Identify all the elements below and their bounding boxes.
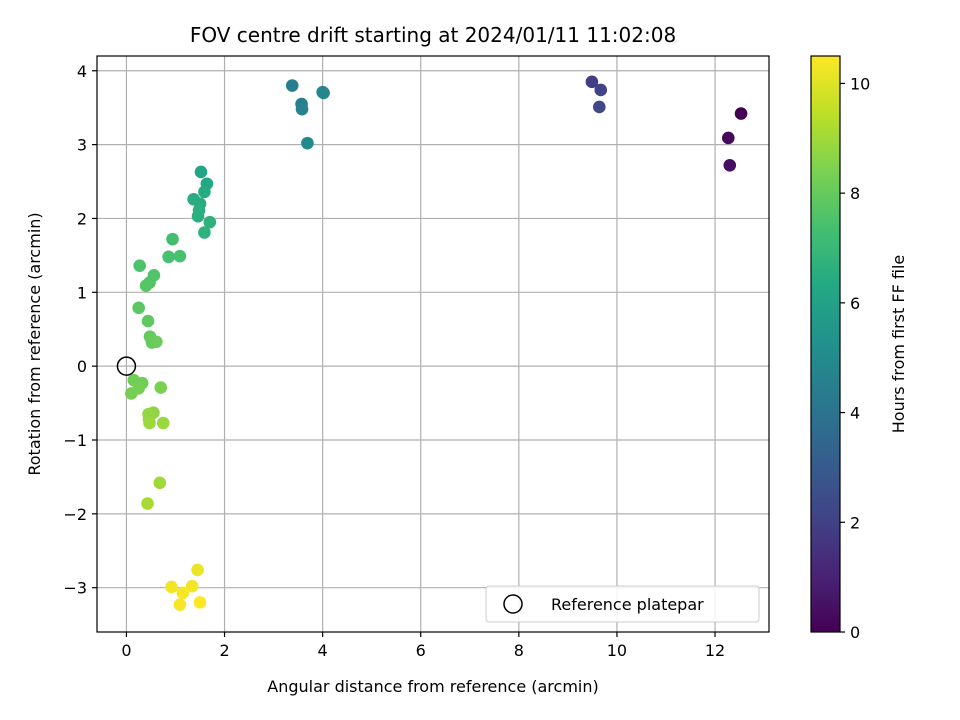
data-point — [301, 136, 314, 150]
colorbar-tick-label: 8 — [850, 184, 860, 203]
data-point — [162, 250, 175, 264]
x-tick-label: 2 — [219, 641, 229, 660]
data-point — [198, 185, 211, 199]
data-point — [198, 226, 211, 239]
y-tick-label: −1 — [63, 431, 87, 450]
data-point — [721, 131, 735, 145]
y-axis-ticks: −3 −2 −1 0 1 2 3 4 — [63, 62, 97, 598]
grid-lines — [97, 56, 769, 632]
x-tick-label: 6 — [416, 641, 426, 660]
data-point — [594, 83, 608, 97]
y-tick-label: 1 — [77, 283, 87, 302]
data-point — [132, 301, 145, 315]
legend-reference-marker — [503, 594, 523, 614]
colorbar-tick-label: 4 — [850, 404, 860, 423]
data-point — [585, 75, 599, 89]
y-tick-label: −2 — [63, 505, 87, 524]
x-tick-label: 4 — [318, 641, 328, 660]
data-point — [734, 107, 748, 120]
y-tick-label: 3 — [77, 136, 87, 155]
y-tick-label: 2 — [77, 209, 87, 228]
data-point — [141, 314, 155, 328]
data-point — [191, 209, 205, 223]
x-tick-label: 8 — [514, 641, 524, 660]
data-point — [592, 100, 606, 114]
x-tick-label: 0 — [121, 641, 131, 660]
data-point — [154, 381, 168, 394]
data-point — [295, 102, 309, 116]
data-point — [141, 497, 154, 510]
data-point — [176, 586, 190, 600]
data-point — [173, 249, 187, 263]
x-tick-label: 12 — [705, 641, 725, 660]
legend-label: Reference platepar — [551, 595, 704, 614]
data-point — [193, 596, 207, 609]
y-tick-label: 0 — [77, 357, 87, 376]
data-point — [191, 563, 204, 577]
plot-frame — [96, 55, 770, 633]
colorbar-tick-label: 10 — [850, 74, 870, 93]
colorbar-ticks: 0 2 4 6 8 10 — [840, 74, 870, 642]
colorbar-tick-label: 6 — [850, 294, 860, 313]
data-point — [185, 579, 199, 593]
x-tick-label: 10 — [607, 641, 627, 660]
data-point — [173, 598, 187, 611]
data-point — [165, 580, 178, 594]
colorbar-tick-label: 0 — [850, 623, 860, 642]
data-point — [125, 387, 138, 400]
x-axis-title: Angular distance from reference (arcmin) — [267, 677, 598, 696]
legend-box — [485, 585, 760, 623]
y-tick-label: 4 — [77, 62, 87, 81]
data-point — [153, 476, 167, 490]
y-axis-title: Rotation from reference (arcmin) — [25, 212, 44, 475]
colorbar-title: Hours from first FF file — [889, 255, 908, 434]
data-point — [317, 86, 330, 100]
colorbar-tick-label: 2 — [850, 513, 860, 532]
data-point — [156, 416, 170, 430]
data-point — [203, 215, 217, 229]
colorbar — [810, 55, 841, 633]
data-point — [194, 165, 208, 179]
reference-marker — [116, 356, 137, 376]
y-tick-label: −3 — [63, 579, 87, 598]
data-point — [723, 158, 737, 172]
data-points — [125, 75, 748, 611]
data-point — [285, 79, 299, 92]
x-axis-ticks: 0 2 4 6 8 10 12 — [121, 632, 725, 660]
data-point — [139, 279, 153, 292]
legend: Reference platepar — [485, 585, 760, 623]
data-point — [166, 232, 179, 246]
data-point — [150, 335, 163, 349]
data-point — [143, 416, 156, 430]
chart-title: FOV centre drift starting at 2024/01/11 … — [190, 23, 676, 47]
data-point — [133, 259, 146, 273]
